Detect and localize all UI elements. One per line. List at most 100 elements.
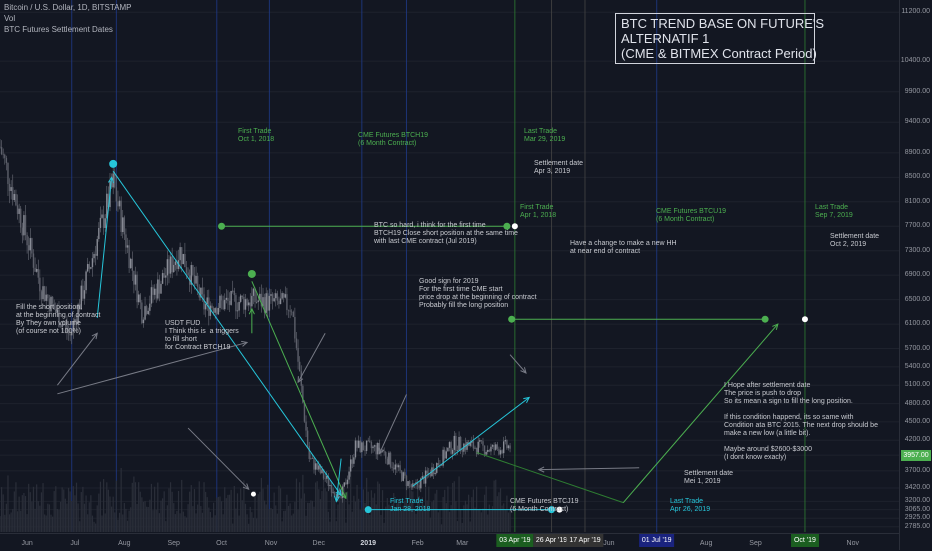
volume-bar — [418, 495, 420, 532]
candle-body — [51, 296, 54, 304]
volume-bar — [0, 487, 3, 532]
volume-bar — [185, 517, 188, 532]
volume-bar — [509, 508, 511, 532]
candle-body — [346, 479, 349, 485]
candle-body — [278, 300, 280, 305]
volume-indicator-label[interactable]: Vol — [4, 14, 16, 23]
volume-bar — [214, 515, 216, 532]
candle-body — [464, 443, 467, 450]
candle-body — [94, 253, 97, 256]
candle-body — [227, 297, 229, 301]
candle-body — [310, 458, 312, 460]
candle-body — [257, 300, 259, 303]
candle-body — [297, 347, 299, 362]
time-tick: Aug — [699, 540, 713, 547]
volume-bar — [404, 500, 406, 532]
volume-bar — [13, 491, 15, 532]
candle-body — [211, 305, 213, 309]
candle-body — [268, 295, 271, 311]
candle-body — [174, 261, 177, 265]
volume-bar — [305, 515, 307, 532]
price-tick: 8900.00 — [904, 148, 930, 156]
volume-bar — [189, 491, 191, 532]
candle-body — [475, 447, 478, 455]
candle-body — [233, 290, 236, 296]
volume-bar — [426, 500, 428, 532]
volume-bar — [423, 505, 425, 532]
date-badge: 01 Jul '19 — [638, 534, 675, 547]
volume-bar — [144, 501, 146, 532]
candle-body — [40, 291, 43, 300]
candle-body — [71, 331, 73, 336]
volume-bar — [184, 516, 186, 532]
candle-body — [168, 259, 170, 274]
volume-bar — [397, 500, 400, 532]
candle-body — [24, 215, 27, 236]
candle-body — [77, 304, 79, 324]
volume-bar — [169, 482, 172, 532]
candle-body — [402, 472, 404, 481]
price-scale[interactable]: 11200.00 10400.00 9900.00 9400.00 8900.00 850… — [899, 0, 932, 550]
candle-body — [377, 442, 379, 455]
candle-body — [480, 440, 483, 442]
volume-bar — [117, 519, 119, 532]
symbol-label[interactable]: Bitcoin / U.S. Dollar, 1D, BITSTAMP — [4, 3, 132, 12]
volume-bar — [439, 509, 441, 532]
note-hope: I Hope after settlement date The price i… — [724, 382, 878, 461]
candle-body — [488, 449, 491, 452]
volume-bar — [190, 485, 192, 532]
candle-body — [63, 324, 65, 325]
candle-body — [426, 470, 428, 474]
volume-bar — [61, 487, 63, 532]
note-pointer-2 — [187, 427, 250, 490]
candle-body — [120, 200, 122, 232]
cyan-peak-dot — [109, 159, 118, 168]
volume-bar — [47, 503, 49, 532]
price-tick: 6500.00 — [904, 295, 930, 303]
volume-bar — [67, 487, 70, 532]
candle-body — [0, 146, 1, 148]
candle-body — [204, 304, 207, 310]
volume-bar — [44, 514, 46, 532]
volume-bar — [115, 480, 117, 532]
volume-bar — [150, 483, 153, 532]
volume-bar — [318, 489, 320, 532]
time-scale[interactable]: JunJulAugSepOctNovDec2019FebMarAprMayJun… — [0, 533, 900, 551]
white-marker-dot — [250, 491, 256, 497]
candle-body — [155, 288, 157, 299]
candle-body — [117, 201, 119, 207]
volume-bar — [122, 514, 124, 532]
volume-bar — [130, 507, 132, 532]
candle-body — [483, 445, 486, 455]
volume-bar — [377, 481, 379, 532]
candle-body — [176, 261, 178, 269]
candle-body — [152, 287, 154, 295]
btcj19-end-dot — [548, 506, 556, 514]
candle-body — [300, 371, 302, 386]
candle-body — [485, 451, 487, 455]
candle-body — [332, 492, 334, 493]
volume-bar — [361, 507, 363, 532]
candle-body — [509, 445, 511, 449]
volume-bar — [85, 495, 87, 532]
candle-body — [410, 484, 412, 488]
volume-bar — [338, 488, 341, 532]
volume-bar — [80, 492, 82, 532]
volume-bar — [5, 503, 7, 532]
volume-bar — [69, 491, 71, 532]
candle-body — [321, 469, 323, 474]
candle-body — [86, 264, 89, 272]
settlement-indicator-label[interactable]: BTC Futures Settlement Dates — [4, 25, 113, 34]
volume-bar — [488, 504, 490, 532]
volume-bar — [468, 494, 470, 532]
time-tick: Sep — [167, 540, 180, 547]
volume-bar — [161, 498, 164, 532]
price-tick: 9900.00 — [904, 87, 930, 95]
volume-bar — [74, 495, 76, 532]
candle-body — [474, 447, 476, 449]
volume-bar — [456, 521, 459, 532]
candle-body — [130, 258, 132, 269]
volume-bar — [284, 510, 286, 532]
time-tick: Dec — [312, 540, 326, 547]
